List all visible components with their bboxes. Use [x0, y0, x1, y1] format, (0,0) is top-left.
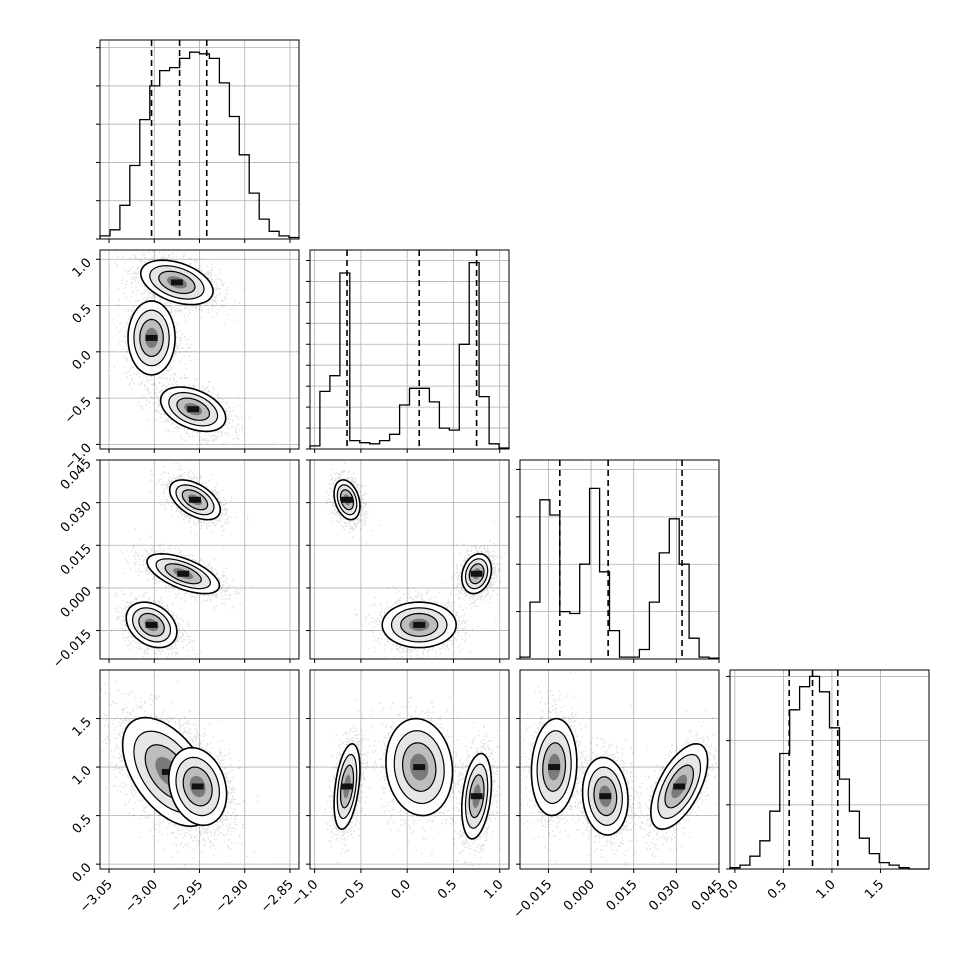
panel-2-1 — [306, 459, 510, 663]
density-peak — [341, 783, 354, 790]
y-tick-label: 0.0 — [70, 860, 95, 885]
y-tick-label: 1.0 — [70, 763, 95, 788]
cluster-1 — [127, 300, 176, 376]
cluster-1 — [146, 552, 221, 595]
histogram-line — [729, 675, 929, 870]
cluster-0 — [168, 479, 222, 521]
panel-0-0 — [96, 39, 300, 243]
histogram-line — [99, 51, 300, 239]
cluster-2 — [460, 553, 493, 595]
panel-frame — [729, 669, 930, 870]
x-tick-label: −0.015 — [511, 877, 556, 922]
samples — [520, 672, 719, 867]
y-tick-label: 0.000 — [58, 584, 95, 621]
panel-1-1 — [306, 249, 510, 453]
y-tick-label: 0.030 — [58, 499, 95, 536]
panel-frame — [99, 39, 300, 240]
density-peak — [341, 496, 354, 503]
samples — [100, 250, 275, 449]
cluster-0 — [333, 742, 361, 831]
x-tick-label: 0.5 — [435, 877, 460, 902]
x-tick-label: 0.015 — [604, 877, 641, 914]
histogram-line — [309, 261, 510, 449]
panel-2-2 — [516, 459, 720, 663]
samples — [102, 462, 254, 659]
x-tick-label: −2.95 — [168, 877, 207, 916]
density-peak — [188, 496, 201, 503]
panel-frame — [99, 669, 300, 870]
y-tick-label: 1.0 — [70, 255, 95, 280]
cluster-1 — [168, 746, 228, 827]
density-peak — [413, 764, 426, 771]
panel-3-1 — [306, 669, 510, 873]
y-tick-label: 0.015 — [58, 542, 95, 579]
samples — [325, 462, 507, 659]
cluster-0 — [530, 717, 578, 817]
density-peak — [170, 279, 183, 286]
cluster-2 — [461, 752, 493, 840]
x-tick-label: −3.05 — [77, 877, 116, 916]
samples — [100, 676, 281, 869]
sample-points — [324, 670, 506, 867]
density-peak — [470, 793, 483, 800]
x-tick-label: 1.0 — [814, 877, 839, 902]
panel-1-0 — [96, 249, 300, 453]
y-tick-label: 0.5 — [70, 812, 95, 837]
panel-2-0 — [96, 459, 300, 663]
cluster-1 — [385, 717, 454, 817]
x-tick-label: 0.030 — [646, 877, 683, 914]
histogram-line — [519, 487, 720, 659]
density-peak — [470, 570, 483, 577]
density-peak — [191, 783, 204, 790]
x-tick-label: 0.0 — [389, 877, 414, 902]
panel-frame — [519, 669, 720, 870]
x-tick-label: 0.000 — [561, 877, 598, 914]
y-tick-label: 1.5 — [70, 715, 95, 740]
panel-frame — [309, 249, 510, 450]
panel-3-0 — [96, 669, 300, 873]
cluster-0 — [139, 259, 214, 306]
y-tick-label: 0.0 — [70, 348, 95, 373]
cluster-1 — [581, 756, 629, 836]
x-tick-label: −0.5 — [335, 877, 368, 910]
x-tick-label: 0.0 — [716, 877, 741, 902]
y-tick-label: 0.5 — [70, 302, 95, 327]
cluster-2 — [125, 601, 178, 649]
panel-frame — [309, 669, 510, 870]
density-peak — [161, 768, 174, 775]
y-tick-label: −0.015 — [50, 627, 95, 672]
x-tick-label: −2.90 — [213, 877, 252, 916]
x-tick-label: 1.0 — [481, 877, 506, 902]
x-tick-label: −3.00 — [122, 877, 161, 916]
density-peak — [413, 621, 426, 628]
density-peak — [177, 570, 190, 577]
cluster-2 — [649, 742, 709, 831]
cluster-0 — [333, 479, 361, 521]
density-peak — [145, 334, 158, 341]
panel-frame — [99, 459, 300, 660]
x-tick-label: 1.5 — [862, 877, 887, 902]
panel-frame — [519, 459, 720, 660]
panel-3-3 — [726, 669, 930, 873]
density-peak — [673, 783, 686, 790]
panel-frame — [99, 249, 300, 450]
x-tick-label: −1.0 — [289, 877, 322, 910]
cluster-2 — [159, 386, 227, 433]
panel-3-2 — [516, 669, 720, 873]
cluster-1 — [381, 601, 458, 649]
x-tick-label: 0.5 — [765, 877, 790, 902]
density-peak — [599, 793, 612, 800]
density-peak — [145, 621, 158, 628]
panel-frame — [309, 459, 510, 660]
panel-background — [520, 460, 719, 659]
density-peak — [187, 406, 200, 413]
y-tick-label: −0.5 — [62, 394, 95, 427]
density-peak — [548, 764, 561, 771]
samples — [324, 670, 506, 867]
